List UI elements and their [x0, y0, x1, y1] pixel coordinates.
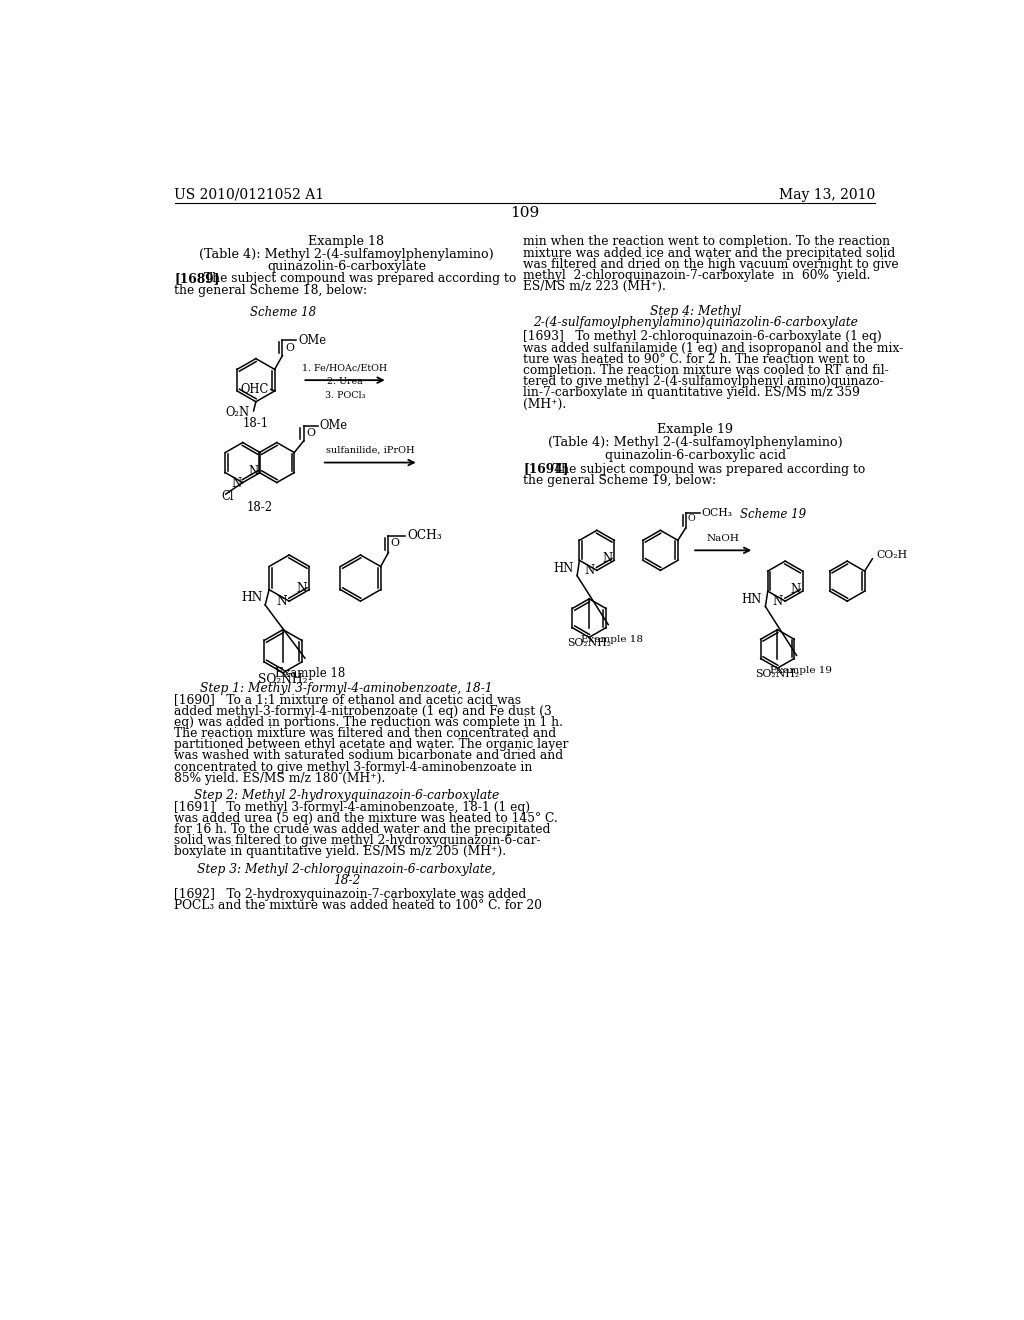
Text: N: N	[602, 552, 612, 565]
Text: Example 18: Example 18	[308, 235, 385, 248]
Text: SO₂NH₂: SO₂NH₂	[567, 638, 611, 648]
Text: N: N	[249, 465, 259, 478]
Text: 85% yield. ES/MS m/z 180 (MH⁺).: 85% yield. ES/MS m/z 180 (MH⁺).	[174, 772, 386, 784]
Text: OMe: OMe	[319, 418, 347, 432]
Text: O: O	[391, 537, 399, 548]
Text: (Table 4): Methyl 2-(4-sulfamoylphenylamino): (Table 4): Methyl 2-(4-sulfamoylphenylam…	[200, 248, 494, 261]
Text: Scheme 18: Scheme 18	[250, 306, 316, 319]
Text: The subject compound was prepared according to: The subject compound was prepared accord…	[553, 462, 865, 475]
Text: O: O	[306, 428, 315, 438]
Text: Step 1: Methyl 3-formyl-4-aminobenzoate, 18-1: Step 1: Methyl 3-formyl-4-aminobenzoate,…	[201, 682, 493, 696]
Text: quinazolin-6-carboxylic acid: quinazolin-6-carboxylic acid	[605, 449, 785, 462]
Text: (Table 4): Methyl 2-(4-sulfamoylphenylamino): (Table 4): Methyl 2-(4-sulfamoylphenylam…	[548, 437, 843, 449]
Text: (MH⁺).: (MH⁺).	[523, 397, 566, 411]
Text: 1. Fe/HOAc/EtOH: 1. Fe/HOAc/EtOH	[302, 363, 387, 372]
Text: quinazolin-6-carboxylate: quinazolin-6-carboxylate	[267, 260, 426, 273]
Text: Step 3: Methyl 2-chloroquinazoin-6-carboxylate,: Step 3: Methyl 2-chloroquinazoin-6-carbo…	[198, 862, 496, 875]
Text: Example 18: Example 18	[275, 667, 345, 680]
Text: The subject compound was prepared according to: The subject compound was prepared accord…	[204, 272, 516, 285]
Text: [1691]   To methyl 3-formyl-4-aminobenzoate, 18-1 (1 eq): [1691] To methyl 3-formyl-4-aminobenzoat…	[174, 800, 530, 813]
Text: [1692]   To 2-hydroxyquinazoin-7-carboxylate was added: [1692] To 2-hydroxyquinazoin-7-carboxyla…	[174, 888, 526, 902]
Text: 18-2: 18-2	[247, 502, 272, 513]
Text: Step 4: Methyl: Step 4: Methyl	[649, 305, 741, 318]
Text: completion. The reaction mixture was cooled to RT and fil-: completion. The reaction mixture was coo…	[523, 364, 889, 378]
Text: min when the reaction went to completion. To the reaction: min when the reaction went to completion…	[523, 235, 891, 248]
Text: the general Scheme 19, below:: the general Scheme 19, below:	[523, 474, 717, 487]
Text: ES/MS m/z 223 (MH⁺).: ES/MS m/z 223 (MH⁺).	[523, 280, 667, 293]
Text: HN: HN	[553, 562, 573, 576]
Text: lin-7-carboxylate in quantitative yield. ES/MS m/z 359: lin-7-carboxylate in quantitative yield.…	[523, 387, 860, 400]
Text: was filtered and dried on the high vacuum overnight to give: was filtered and dried on the high vacuu…	[523, 257, 899, 271]
Text: O: O	[688, 515, 695, 523]
Text: was added urea (5 eq) and the mixture was heated to 145° C.: was added urea (5 eq) and the mixture wa…	[174, 812, 558, 825]
Text: 18-2: 18-2	[333, 874, 360, 887]
Text: [1690]   To a 1:1 mixture of ethanol and acetic acid was: [1690] To a 1:1 mixture of ethanol and a…	[174, 693, 521, 706]
Text: added methyl-3-formyl-4-nitrobenzoate (1 eq) and Fe dust (3: added methyl-3-formyl-4-nitrobenzoate (1…	[174, 705, 552, 718]
Text: 3. POCl₃: 3. POCl₃	[325, 391, 366, 400]
Text: HN: HN	[242, 591, 263, 605]
Text: Example 19: Example 19	[770, 665, 831, 675]
Text: SO₂NH₂: SO₂NH₂	[756, 669, 800, 678]
Text: N: N	[276, 594, 287, 607]
Text: was washed with saturated sodium bicarbonate and dried and: was washed with saturated sodium bicarbo…	[174, 750, 563, 763]
Text: [1689]: [1689]	[174, 272, 220, 285]
Text: The reaction mixture was filtered and then concentrated and: The reaction mixture was filtered and th…	[174, 727, 557, 741]
Text: 2. Urea: 2. Urea	[327, 378, 362, 387]
Text: boxylate in quantitative yield. ES/MS m/z 205 (MH⁺).: boxylate in quantitative yield. ES/MS m/…	[174, 845, 507, 858]
Text: 109: 109	[510, 206, 540, 220]
Text: N: N	[296, 582, 307, 594]
Text: OCH₃: OCH₃	[701, 508, 732, 517]
Text: HN: HN	[741, 593, 762, 606]
Text: Example 18: Example 18	[582, 635, 643, 644]
Text: US 2010/0121052 A1: US 2010/0121052 A1	[174, 187, 325, 202]
Text: NaOH: NaOH	[707, 533, 739, 543]
Text: O: O	[286, 343, 295, 352]
Text: eq) was added in portions. The reduction was complete in 1 h.: eq) was added in portions. The reduction…	[174, 715, 563, 729]
Text: partitioned between ethyl acetate and water. The organic layer: partitioned between ethyl acetate and wa…	[174, 738, 569, 751]
Text: N: N	[773, 594, 783, 607]
Text: sulfanilide, iPrOH: sulfanilide, iPrOH	[326, 446, 415, 455]
Text: 2-(4-sulfamoylphenylamino)quinazolin-6-carboxylate: 2-(4-sulfamoylphenylamino)quinazolin-6-c…	[532, 317, 858, 329]
Text: the general Scheme 18, below:: the general Scheme 18, below:	[174, 284, 368, 297]
Text: OMe: OMe	[298, 334, 326, 347]
Text: Cl: Cl	[221, 490, 233, 503]
Text: POCL₃ and the mixture was added heated to 100° C. for 20: POCL₃ and the mixture was added heated t…	[174, 899, 543, 912]
Text: O₂N: O₂N	[225, 407, 250, 418]
Text: OCH₃: OCH₃	[407, 529, 441, 543]
Text: concentrated to give methyl 3-formyl-4-aminobenzoate in: concentrated to give methyl 3-formyl-4-a…	[174, 760, 532, 774]
Text: N: N	[231, 477, 241, 490]
Text: N: N	[585, 564, 595, 577]
Text: Step 2: Methyl 2-hydroxyquinazoin-6-carboxylate: Step 2: Methyl 2-hydroxyquinazoin-6-carb…	[194, 789, 499, 803]
Text: 18-1: 18-1	[243, 417, 269, 430]
Text: mixture was added ice and water and the precipitated solid: mixture was added ice and water and the …	[523, 247, 896, 260]
Text: Example 19: Example 19	[657, 422, 733, 436]
Text: was added sulfanilamide (1 eq) and isopropanol and the mix-: was added sulfanilamide (1 eq) and isopr…	[523, 342, 903, 355]
Text: Scheme 19: Scheme 19	[739, 508, 806, 521]
Text: ture was heated to 90° C. for 2 h. The reaction went to: ture was heated to 90° C. for 2 h. The r…	[523, 352, 865, 366]
Text: [1693]   To methyl 2-chloroquinazoin-6-carboxylate (1 eq): [1693] To methyl 2-chloroquinazoin-6-car…	[523, 330, 882, 343]
Text: May 13, 2010: May 13, 2010	[779, 187, 876, 202]
Text: N: N	[791, 583, 801, 597]
Text: [1694]: [1694]	[523, 462, 568, 475]
Text: CO₂H: CO₂H	[877, 550, 907, 560]
Text: OHC: OHC	[241, 383, 268, 396]
Text: SO₂NH₂: SO₂NH₂	[258, 673, 308, 686]
Text: solid was filtered to give methyl 2-hydroxyquinazoin-6-car-: solid was filtered to give methyl 2-hydr…	[174, 834, 541, 847]
Text: for 16 h. To the crude was added water and the precipitated: for 16 h. To the crude was added water a…	[174, 822, 551, 836]
Text: methyl  2-chloroquinazoin-7-carboxylate  in  60%  yield.: methyl 2-chloroquinazoin-7-carboxylate i…	[523, 269, 870, 282]
Text: tered to give methyl 2-(4-sulfamoylphenyl amino)quinazo-: tered to give methyl 2-(4-sulfamoylpheny…	[523, 375, 884, 388]
